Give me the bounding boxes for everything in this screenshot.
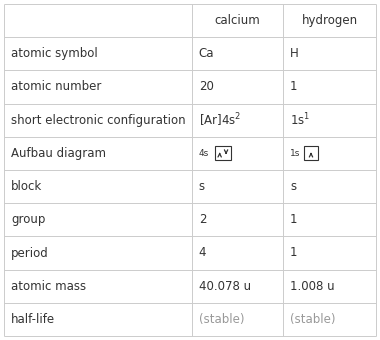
Text: H: H bbox=[290, 47, 299, 60]
Text: 4s: 4s bbox=[199, 149, 209, 158]
Text: 1s: 1s bbox=[290, 149, 300, 158]
Text: (stable): (stable) bbox=[199, 313, 244, 326]
Text: calcium: calcium bbox=[215, 14, 260, 27]
Text: $\mathregular{[Ar]4s^2}$: $\mathregular{[Ar]4s^2}$ bbox=[199, 112, 241, 129]
Text: $\mathregular{1s^1}$: $\mathregular{1s^1}$ bbox=[290, 112, 310, 129]
Text: (stable): (stable) bbox=[290, 313, 336, 326]
Text: atomic symbol: atomic symbol bbox=[11, 47, 98, 60]
Text: block: block bbox=[11, 180, 42, 193]
Text: 20: 20 bbox=[199, 81, 214, 94]
Text: period: period bbox=[11, 246, 49, 259]
Text: atomic mass: atomic mass bbox=[11, 280, 86, 293]
Text: hydrogen: hydrogen bbox=[301, 14, 358, 27]
Text: 1: 1 bbox=[290, 246, 298, 259]
Bar bbox=[215, 147, 231, 160]
Text: 1.008 u: 1.008 u bbox=[290, 280, 335, 293]
Text: Ca: Ca bbox=[199, 47, 214, 60]
Bar bbox=[304, 147, 318, 160]
Text: atomic number: atomic number bbox=[11, 81, 101, 94]
Text: s: s bbox=[199, 180, 205, 193]
Text: 2: 2 bbox=[199, 213, 206, 226]
Text: short electronic configuration: short electronic configuration bbox=[11, 114, 185, 127]
Text: s: s bbox=[290, 180, 296, 193]
Text: 4: 4 bbox=[199, 246, 206, 259]
Text: 1: 1 bbox=[290, 213, 298, 226]
Text: 40.078 u: 40.078 u bbox=[199, 280, 251, 293]
Text: Aufbau diagram: Aufbau diagram bbox=[11, 147, 106, 160]
Text: half-life: half-life bbox=[11, 313, 55, 326]
Text: group: group bbox=[11, 213, 45, 226]
Text: 1: 1 bbox=[290, 81, 298, 94]
